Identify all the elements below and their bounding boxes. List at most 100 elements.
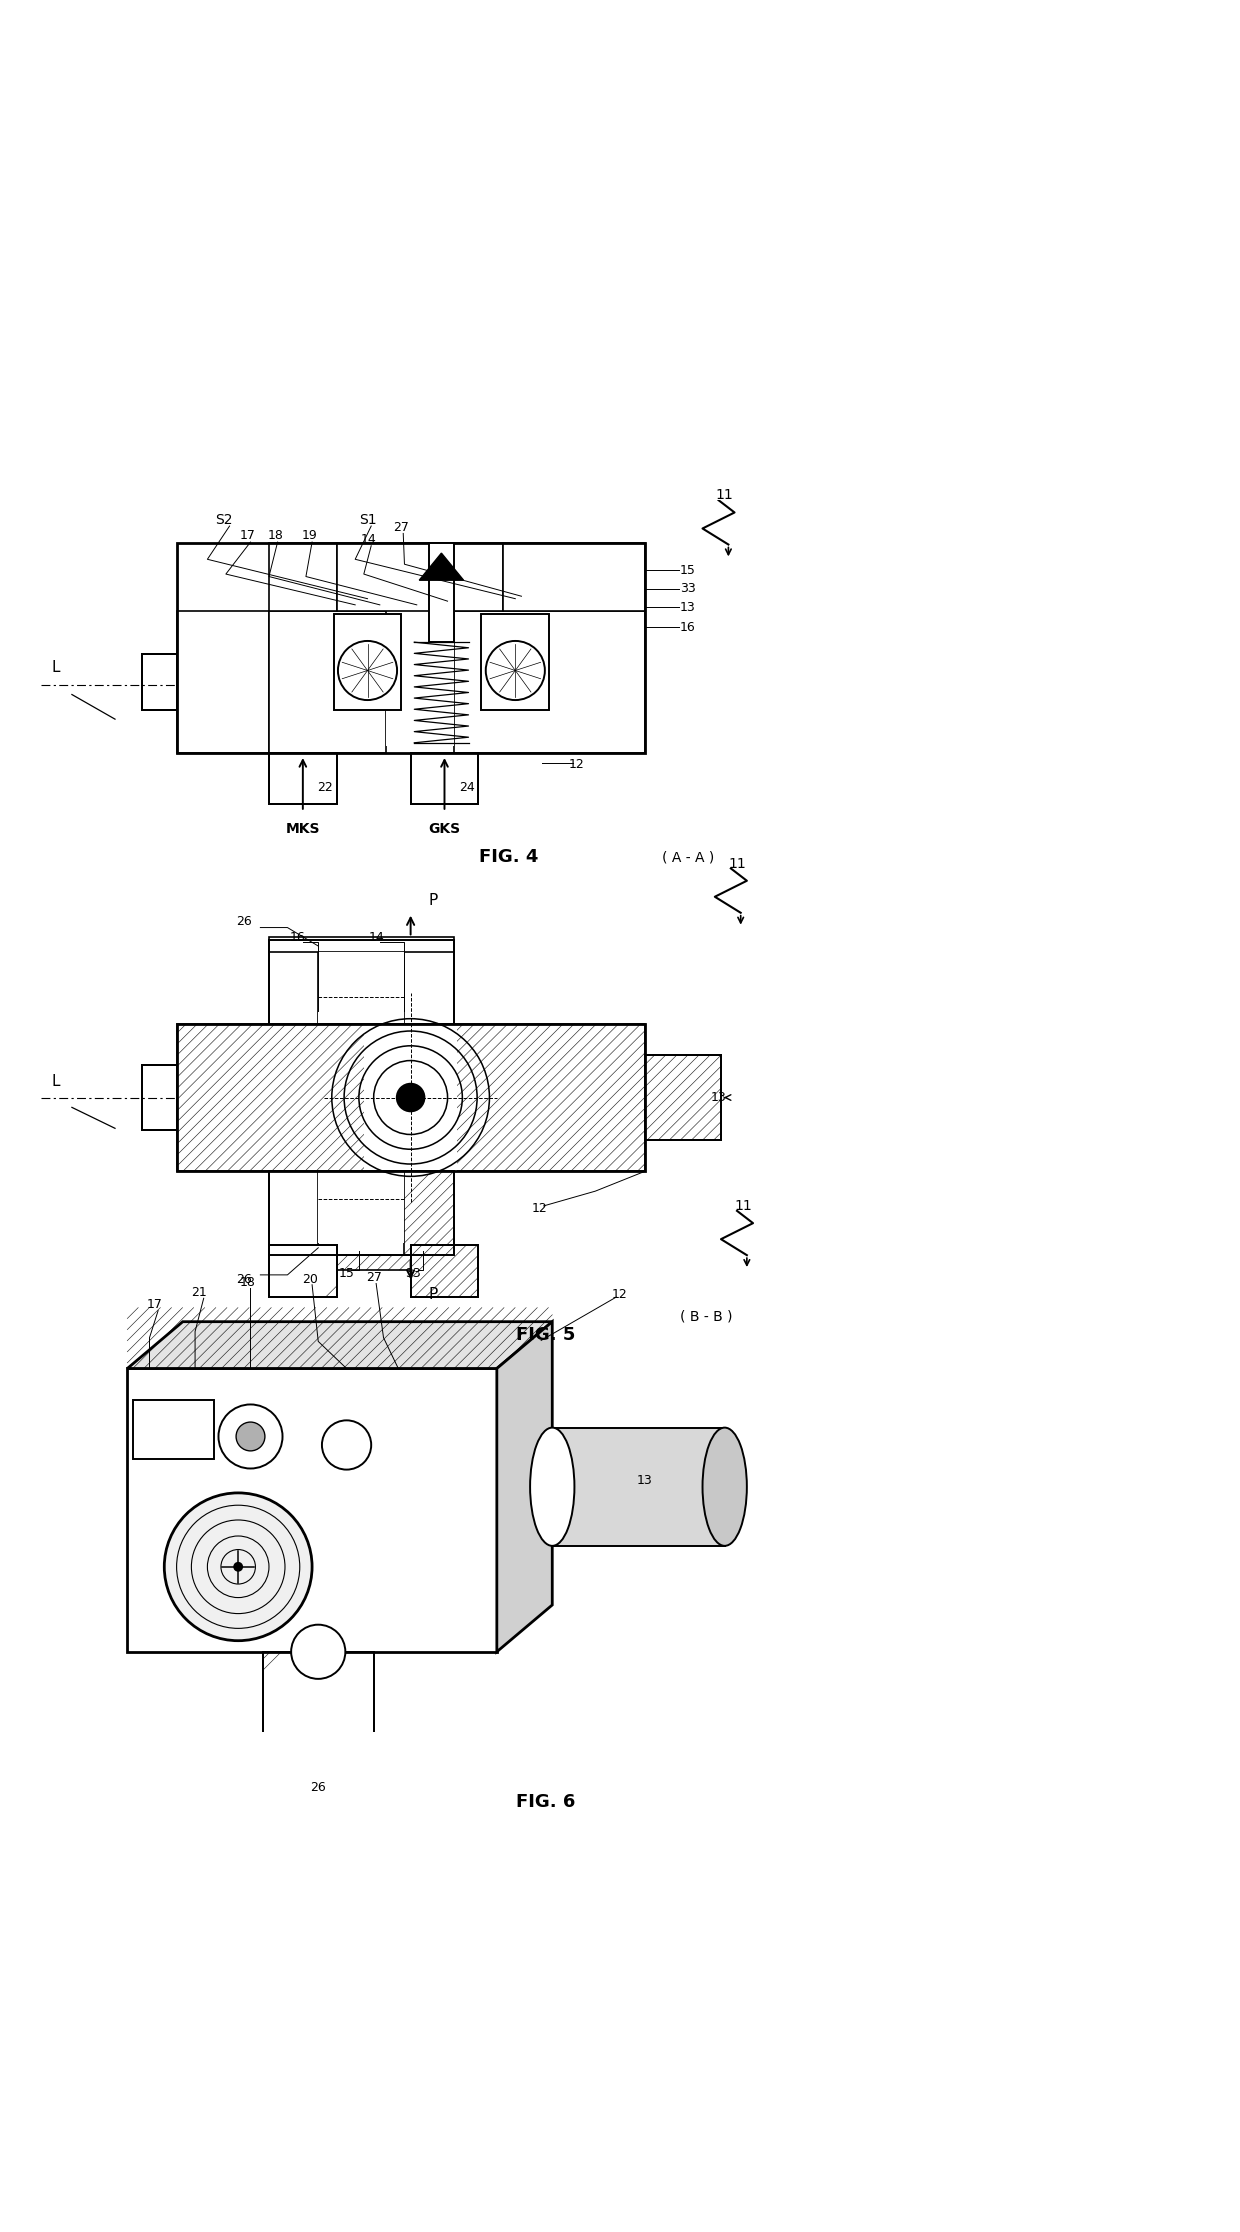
Bar xyxy=(410,752,479,804)
Circle shape xyxy=(233,1562,243,1571)
Polygon shape xyxy=(419,554,464,580)
Text: 11: 11 xyxy=(734,1199,751,1212)
Circle shape xyxy=(486,641,544,701)
Polygon shape xyxy=(497,1321,552,1652)
Text: 15: 15 xyxy=(339,1268,355,1281)
Circle shape xyxy=(291,1625,345,1678)
Text: 33: 33 xyxy=(405,1268,420,1281)
Text: 26: 26 xyxy=(310,1781,326,1795)
Text: FIG. 4: FIG. 4 xyxy=(480,848,539,866)
Bar xyxy=(269,612,386,752)
Bar xyxy=(269,1245,337,1297)
Text: 17: 17 xyxy=(241,529,255,542)
Text: 11: 11 xyxy=(728,857,746,870)
Text: 19: 19 xyxy=(301,529,317,542)
Bar xyxy=(552,1428,724,1547)
Text: ( B - B ): ( B - B ) xyxy=(680,1310,733,1324)
Text: 16: 16 xyxy=(289,931,305,944)
Text: 12: 12 xyxy=(613,1288,627,1301)
Text: ( A - A ): ( A - A ) xyxy=(662,850,714,864)
Text: 16: 16 xyxy=(680,620,696,634)
Bar xyxy=(410,752,479,804)
Polygon shape xyxy=(128,1321,552,1368)
Bar xyxy=(269,1245,337,1297)
Bar xyxy=(645,1056,720,1141)
Text: 13: 13 xyxy=(680,600,696,614)
Text: P: P xyxy=(428,893,438,908)
Bar xyxy=(404,1172,454,1254)
Bar xyxy=(319,1172,404,1243)
Text: 12: 12 xyxy=(569,759,585,772)
Bar xyxy=(269,1254,454,1270)
Bar xyxy=(176,1024,645,1172)
Bar xyxy=(410,1245,479,1297)
Bar xyxy=(404,940,454,1024)
Bar xyxy=(143,1065,176,1129)
Text: FIG. 6: FIG. 6 xyxy=(516,1792,575,1810)
Text: S2: S2 xyxy=(215,513,232,527)
Text: S1: S1 xyxy=(358,513,376,527)
Text: L: L xyxy=(52,661,61,674)
Bar xyxy=(363,1024,458,1172)
Bar xyxy=(269,542,337,612)
Text: 24: 24 xyxy=(459,781,475,795)
Bar xyxy=(337,542,503,612)
Bar xyxy=(269,1172,319,1254)
Bar xyxy=(319,953,404,1024)
Bar xyxy=(176,612,269,752)
Text: 22: 22 xyxy=(317,781,332,795)
Bar xyxy=(367,542,472,607)
Bar xyxy=(134,1399,213,1460)
Text: 15: 15 xyxy=(680,565,696,576)
Circle shape xyxy=(236,1422,265,1451)
Bar xyxy=(263,1652,373,1739)
Bar xyxy=(429,542,454,643)
Bar xyxy=(143,654,176,710)
Text: GKS: GKS xyxy=(429,821,460,837)
Text: 13: 13 xyxy=(637,1473,652,1487)
Circle shape xyxy=(164,1493,312,1641)
Text: 14: 14 xyxy=(368,931,384,944)
Bar xyxy=(269,937,454,953)
Text: 33: 33 xyxy=(680,583,696,596)
Circle shape xyxy=(218,1404,283,1469)
Text: 12: 12 xyxy=(532,1201,548,1214)
Bar xyxy=(263,1652,373,1739)
Bar xyxy=(481,614,549,710)
Bar xyxy=(143,654,176,710)
Text: 17: 17 xyxy=(146,1299,162,1310)
Text: 26: 26 xyxy=(237,1272,252,1286)
Bar xyxy=(410,1245,479,1297)
Bar xyxy=(404,940,454,1024)
Bar xyxy=(269,940,454,1024)
Bar xyxy=(176,1024,645,1172)
Ellipse shape xyxy=(703,1428,746,1547)
Bar xyxy=(269,752,337,804)
Bar xyxy=(176,542,645,752)
Bar xyxy=(503,542,645,612)
Text: 18: 18 xyxy=(241,1277,255,1288)
Text: 13: 13 xyxy=(711,1091,727,1105)
Text: P: P xyxy=(428,1288,438,1301)
Bar xyxy=(334,614,402,710)
Text: 21: 21 xyxy=(191,1286,207,1299)
Text: L: L xyxy=(52,1074,61,1089)
Text: 20: 20 xyxy=(301,1272,317,1286)
Bar xyxy=(269,752,337,804)
Bar xyxy=(386,618,454,745)
Polygon shape xyxy=(128,1368,497,1652)
Text: 11: 11 xyxy=(715,489,734,502)
Bar xyxy=(269,940,319,1024)
Text: 14: 14 xyxy=(361,533,377,547)
Text: FIG. 5: FIG. 5 xyxy=(516,1326,575,1344)
Text: MKS: MKS xyxy=(285,821,320,837)
Text: 26: 26 xyxy=(237,915,252,929)
Circle shape xyxy=(339,641,397,701)
Text: 27: 27 xyxy=(366,1270,382,1283)
Circle shape xyxy=(322,1420,371,1469)
Ellipse shape xyxy=(529,1428,574,1547)
Bar xyxy=(143,1065,176,1129)
Bar xyxy=(269,1172,454,1254)
Bar xyxy=(454,612,645,752)
Text: 18: 18 xyxy=(267,529,283,542)
